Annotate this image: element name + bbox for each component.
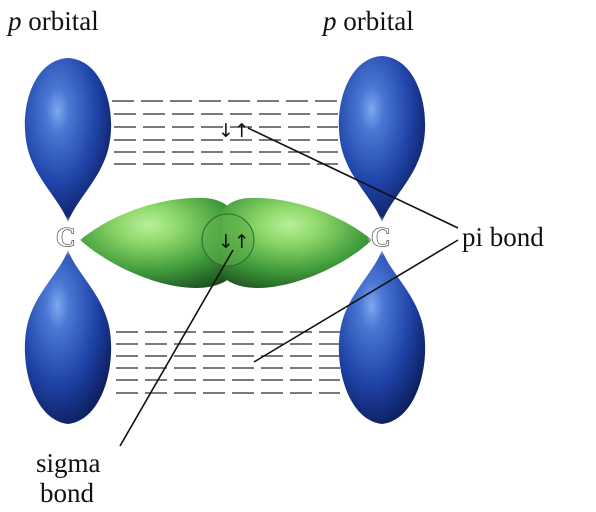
sigma-bond-orbital	[80, 197, 372, 288]
pi-overlap-lines-upper	[112, 100, 340, 165]
pi-bond-leader-lower	[253, 239, 459, 363]
left-nucleus-glow	[53, 216, 83, 256]
pi-overlap-lines-lower	[116, 331, 340, 394]
right-p-orbital-upper-lobe	[338, 56, 426, 222]
right-nucleus-glow	[367, 216, 397, 256]
carbon-label-right: C	[371, 222, 391, 252]
pi-electron-pair: ↓↑	[218, 120, 250, 142]
p-orbital-label-left: p orbital	[6, 6, 99, 36]
left-p-orbital-upper-lobe	[24, 58, 112, 222]
right-p-orbital-lower-lobe	[338, 250, 426, 424]
sigma-bond-leader	[119, 249, 234, 447]
sigma-bond-label-line2: bond	[40, 478, 95, 507]
sigma-bond-label-line1: sigma	[36, 448, 101, 478]
carbon-label-left: C	[56, 222, 76, 252]
pi-bond-label: pi bond	[462, 222, 544, 252]
left-p-orbital-lower-lobe	[24, 250, 112, 424]
p-orbital-label-right: p orbital	[321, 6, 414, 36]
sigma-electron-pair: ↓↑	[218, 231, 250, 253]
pi-bond-leader-upper	[247, 127, 459, 229]
